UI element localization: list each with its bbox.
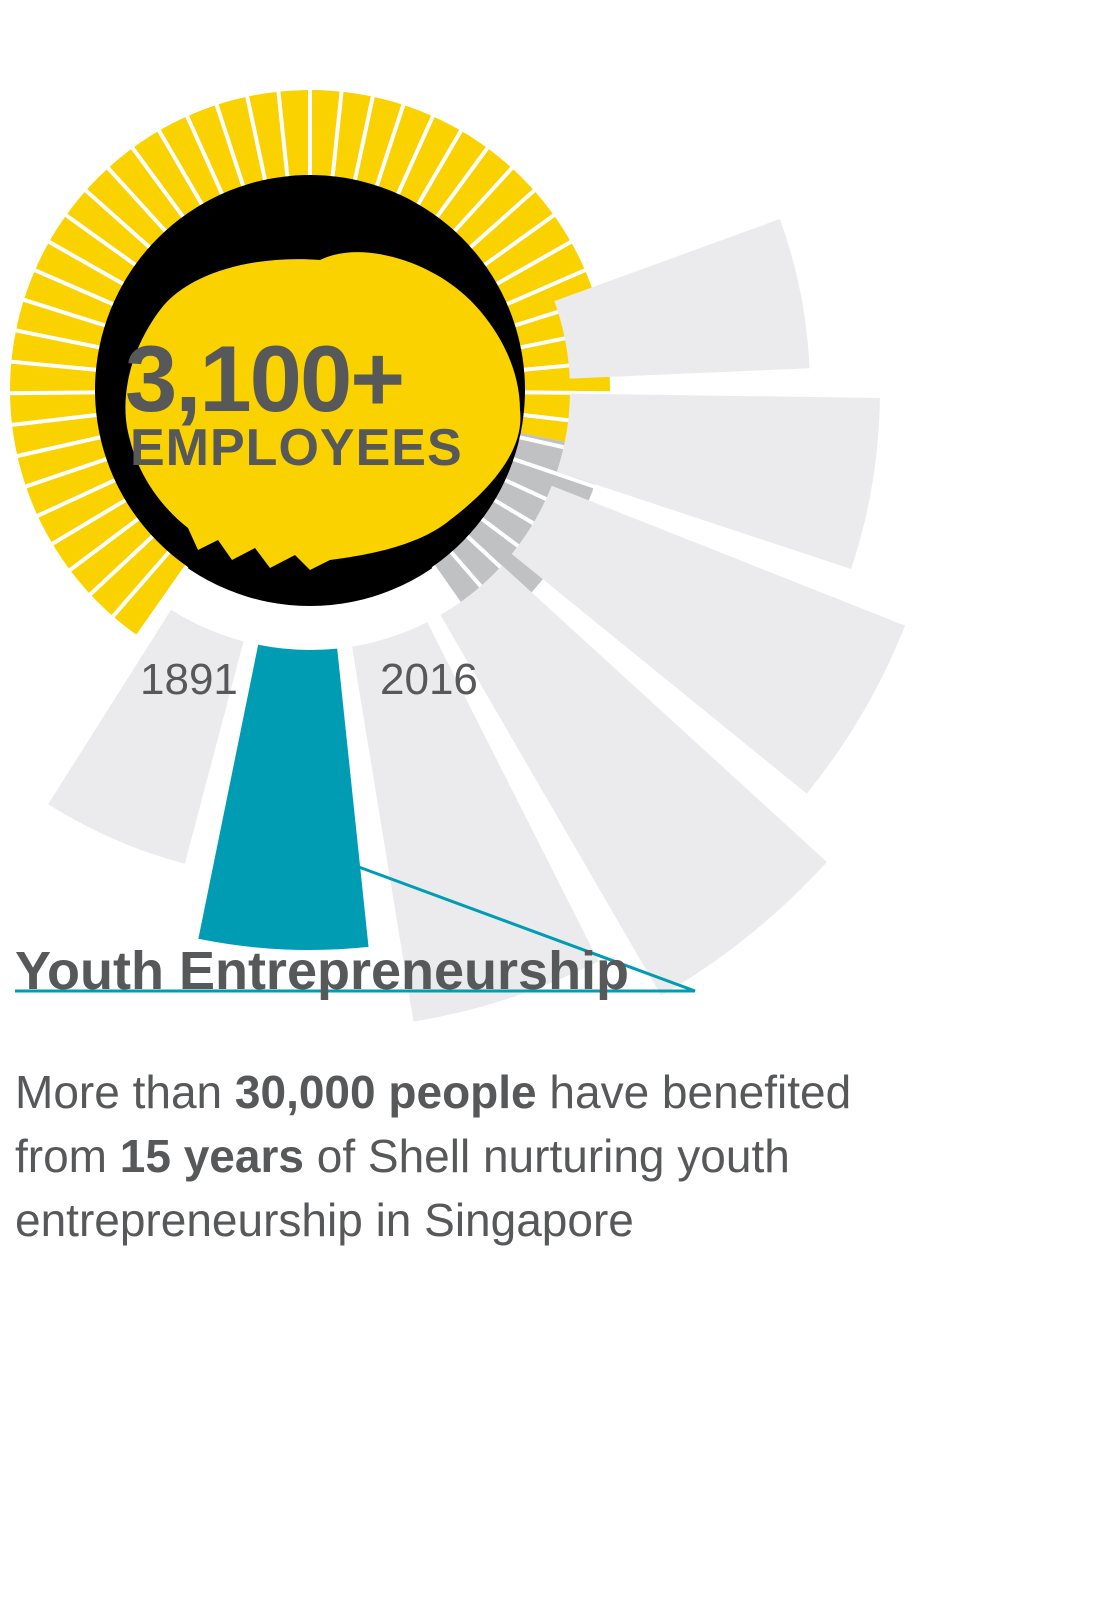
- body-line: entrepreneurship in Singapore: [15, 1188, 975, 1252]
- headline-number: 3,100+: [125, 325, 403, 433]
- infographic-canvas: 3,100+ EMPLOYEES 1891 2016 Youth Entrepr…: [0, 0, 1100, 1613]
- year-start: 1891: [140, 655, 238, 705]
- body-line: from 15 years of Shell nurturing youth: [15, 1124, 975, 1188]
- body-text: More than 30,000 people have benefitedfr…: [15, 1060, 975, 1252]
- headline-label: EMPLOYEES: [130, 418, 463, 478]
- body-line: More than 30,000 people have benefited: [15, 1060, 975, 1124]
- year-end: 2016: [380, 655, 478, 705]
- graphic-layer: [0, 0, 1100, 1613]
- section-title: Youth Entrepreneurship: [15, 940, 629, 1002]
